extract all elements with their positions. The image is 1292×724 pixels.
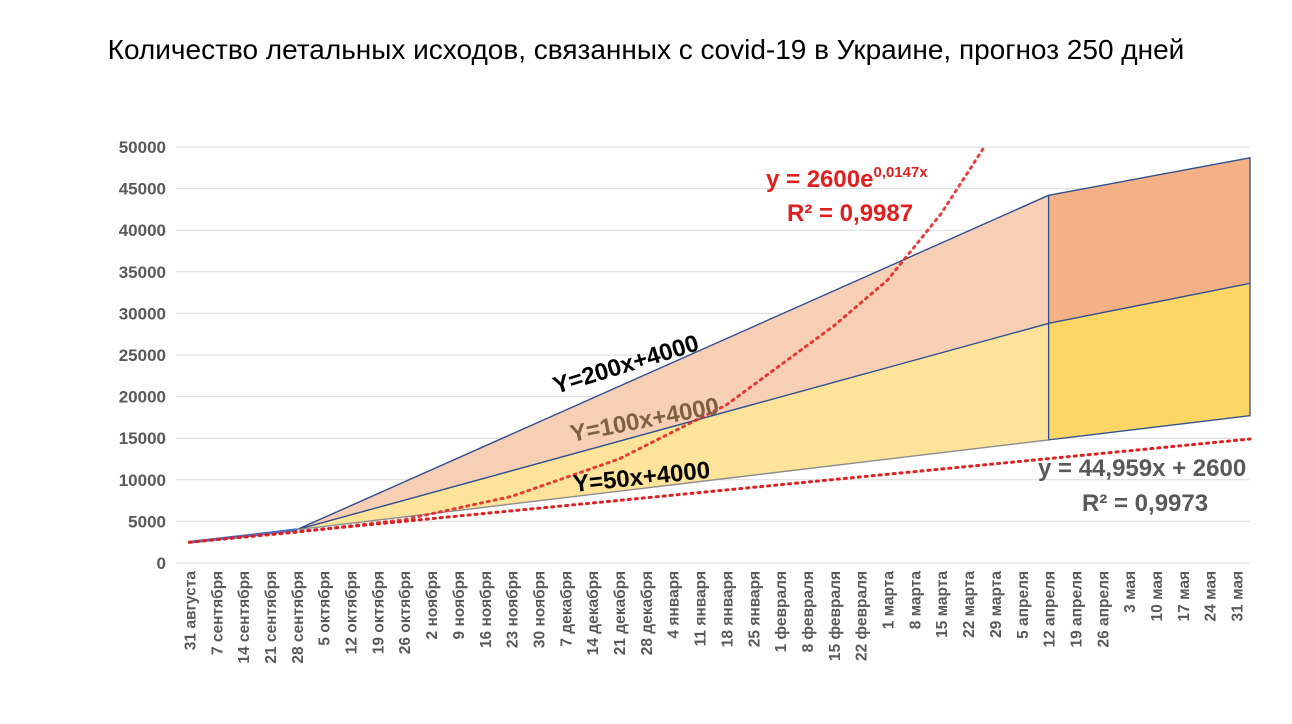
x-tick-label: 30 ноября: [532, 571, 549, 648]
x-tick-label: 2 ноября: [424, 571, 441, 639]
x-tick-label: 5 октября: [317, 571, 334, 646]
x-tick-label: 7 декабря: [558, 571, 575, 647]
x-tick-label: 15 февраля: [827, 571, 844, 661]
x-tick-label: 11 января: [693, 571, 710, 646]
x-tick-label: 21 декабря: [612, 571, 629, 655]
y-tick-label: 10000: [119, 471, 166, 490]
y-tick-label: 15000: [119, 429, 166, 448]
x-tick-label: 12 апреля: [1042, 571, 1059, 648]
linear-equation: y = 44,959x + 2600: [1038, 455, 1246, 482]
x-tick-label: 25 января: [746, 571, 763, 647]
x-tick-label: 1 марта: [881, 571, 898, 630]
y-axis-ticks: 0 5000 10000 15000 20000 25000 30000 35000 40000…: [119, 138, 166, 573]
y-tick-label: 45000: [119, 180, 166, 199]
x-tick-label: 9 ноября: [451, 571, 468, 639]
y-tick-label: 40000: [119, 221, 166, 240]
exp-equation-exponent: 0,0147x: [873, 164, 928, 181]
y-tick-label: 0: [157, 554, 166, 573]
x-tick-label: 22 февраля: [854, 571, 871, 661]
x-tick-label: 31 августа: [182, 571, 199, 651]
x-tick-label: 26 апреля: [1095, 571, 1112, 648]
x-tick-label: 21 сентября: [263, 571, 280, 664]
x-tick-label: 24 мая: [1203, 571, 1220, 621]
x-tick-label: 16 ноября: [478, 571, 495, 648]
x-tick-label: 26 октября: [397, 571, 414, 654]
exp-equation: y = 2600e0,0147x: [766, 164, 928, 193]
area-fills: [189, 157, 1251, 543]
chart-title: Количество летальных исходов, связанных …: [107, 34, 1185, 65]
x-tick-label: 15 марта: [934, 571, 951, 638]
x-tick-label: 31 мая: [1230, 571, 1247, 621]
forecast-box-lower: [1047, 282, 1251, 441]
x-tick-label: 12 октября: [344, 571, 361, 654]
x-tick-label: 8 марта: [907, 571, 924, 630]
x-tick-label: 14 сентября: [236, 571, 253, 664]
y-tick-label: 50000: [119, 138, 166, 157]
x-tick-label: 4 января: [666, 571, 683, 639]
x-tick-label: 22 марта: [961, 571, 978, 638]
x-tick-label: 29 марта: [988, 571, 1005, 638]
x-axis-ticks: 31 августа 7 сентября 14 сентября 21 сентяб…: [182, 571, 1246, 664]
x-tick-label: 5 апреля: [1015, 571, 1032, 639]
x-tick-label: 18 января: [719, 571, 736, 647]
x-tick-label: 3 мая: [1122, 571, 1139, 613]
x-tick-label: 19 октября: [370, 571, 387, 654]
y-tick-label: 25000: [119, 346, 166, 365]
exp-r2: R² = 0,9987: [787, 200, 913, 227]
x-tick-label: 14 декабря: [585, 571, 602, 655]
x-tick-label: 1 февраля: [773, 571, 790, 652]
area-fill-lower: [189, 323, 1049, 543]
y-tick-label: 35000: [119, 263, 166, 282]
trendlines: [187, 145, 1252, 544]
x-tick-label: 7 сентября: [209, 571, 226, 655]
linear-trendline: [187, 437, 1252, 544]
x-tick-label: 17 мая: [1176, 571, 1193, 621]
y-tick-label: 20000: [119, 388, 166, 407]
y-tick-label: 30000: [119, 304, 166, 323]
x-tick-label: 10 мая: [1149, 571, 1166, 621]
x-tick-label: 8 февраля: [800, 571, 817, 652]
x-tick-label: 23 ноября: [505, 571, 522, 648]
exp-equation-base: y = 2600e: [766, 166, 873, 193]
x-tick-label: 28 декабря: [639, 571, 656, 655]
linear-r2: R² = 0,9973: [1082, 490, 1208, 517]
x-tick-label: 19 апреля: [1069, 571, 1086, 648]
y-tick-label: 5000: [128, 512, 166, 531]
x-tick-label: 28 сентября: [290, 571, 307, 664]
